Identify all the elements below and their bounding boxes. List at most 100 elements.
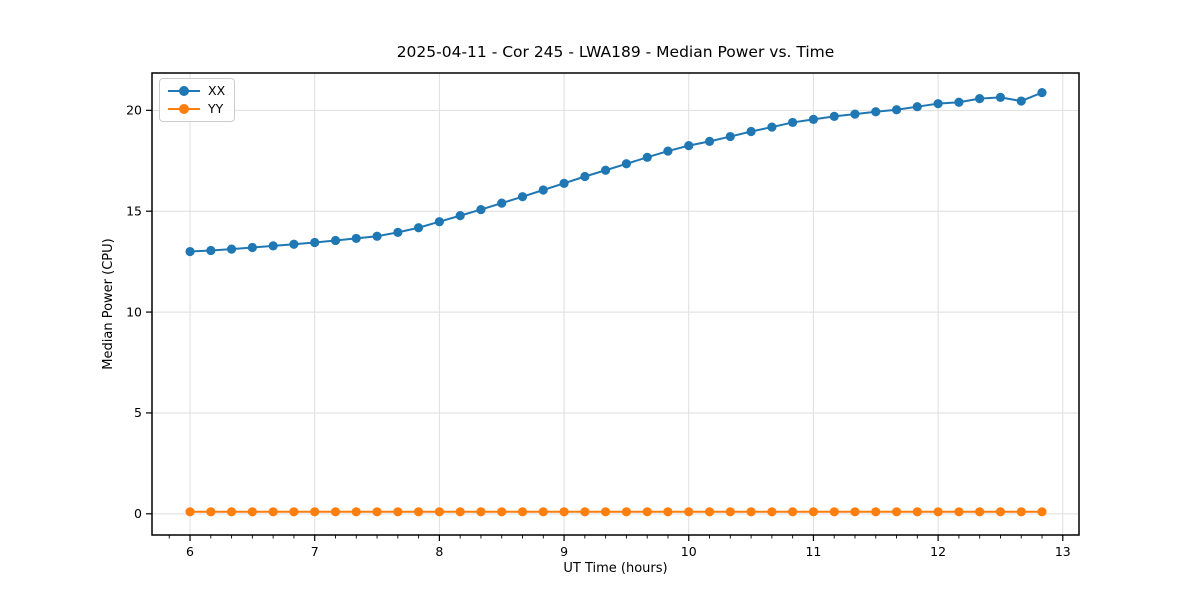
x-tick-label: 10 bbox=[681, 544, 697, 559]
legend-line-marker-icon bbox=[168, 86, 200, 96]
data-point-marker bbox=[975, 94, 985, 104]
data-point-marker bbox=[954, 507, 964, 517]
data-point-marker bbox=[559, 178, 569, 188]
data-point-marker bbox=[206, 245, 216, 256]
series-line bbox=[189, 91, 1043, 253]
data-point-marker bbox=[933, 99, 943, 109]
data-point-marker bbox=[330, 235, 341, 246]
data-point-marker bbox=[434, 507, 444, 517]
legend-item-yy: YY bbox=[167, 102, 225, 116]
x-tick-label: 7 bbox=[311, 544, 319, 559]
legend-item-xx: XX bbox=[167, 84, 225, 98]
data-point-marker bbox=[1037, 87, 1047, 98]
data-point-marker bbox=[580, 171, 590, 182]
data-point-marker bbox=[538, 507, 548, 517]
data-point-marker bbox=[891, 105, 902, 115]
data-point-marker bbox=[621, 507, 632, 517]
data-point-marker bbox=[850, 109, 860, 119]
data-point-marker bbox=[455, 211, 465, 221]
data-point-marker bbox=[206, 507, 216, 517]
data-point-marker bbox=[434, 217, 444, 227]
data-point-marker bbox=[476, 507, 486, 517]
data-point-marker bbox=[788, 507, 798, 517]
legend: XX YY bbox=[159, 78, 236, 122]
data-point-marker bbox=[767, 122, 777, 132]
data-point-marker bbox=[850, 507, 860, 517]
data-point-marker bbox=[746, 507, 756, 517]
x-axis-label: UT Time (hours) bbox=[563, 561, 668, 576]
data-point-marker bbox=[829, 111, 839, 121]
data-point-marker bbox=[704, 136, 715, 146]
y-tick-label: 10 bbox=[126, 304, 142, 319]
chart-title: 2025-04-11 - Cor 245 - LWA189 - Median P… bbox=[396, 43, 835, 61]
data-point-marker bbox=[891, 507, 902, 517]
data-point-marker bbox=[497, 198, 507, 208]
data-point-marker bbox=[788, 117, 798, 128]
data-point-marker bbox=[372, 231, 382, 241]
data-point-marker bbox=[621, 159, 632, 169]
data-point-marker bbox=[413, 223, 424, 233]
data-point-marker bbox=[559, 507, 569, 517]
data-point-marker bbox=[310, 237, 320, 248]
axes-spines bbox=[151, 72, 1080, 536]
data-point-marker bbox=[767, 507, 777, 517]
data-point-marker bbox=[600, 507, 611, 517]
legend-line-marker-icon bbox=[168, 104, 200, 114]
data-point-marker bbox=[226, 244, 237, 254]
data-point-marker bbox=[1016, 507, 1026, 517]
data-point-marker bbox=[393, 227, 403, 237]
data-point-marker bbox=[746, 126, 756, 137]
data-point-marker bbox=[351, 233, 361, 244]
data-point-marker bbox=[517, 507, 528, 517]
data-point-marker bbox=[600, 165, 611, 175]
data-point-marker bbox=[663, 507, 673, 517]
data-point-marker bbox=[497, 507, 507, 517]
series-yy bbox=[185, 507, 1047, 517]
data-point-marker bbox=[808, 507, 819, 517]
data-point-marker bbox=[912, 102, 922, 112]
data-point-marker bbox=[310, 507, 320, 517]
data-point-marker bbox=[808, 114, 819, 125]
data-point-marker bbox=[289, 239, 299, 249]
data-point-marker bbox=[185, 507, 195, 517]
data-point-marker bbox=[247, 507, 257, 517]
data-point-marker bbox=[1037, 507, 1047, 517]
ticks: 6 7 8 9 10 11 12 13 0 5 10 15 20 bbox=[126, 103, 1071, 559]
data-point-marker bbox=[247, 242, 257, 253]
data-point-marker bbox=[954, 97, 964, 107]
data-point-marker bbox=[393, 507, 403, 517]
data-point-marker bbox=[268, 507, 278, 517]
data-point-marker bbox=[663, 146, 673, 156]
data-point-marker bbox=[538, 185, 548, 195]
data-point-marker bbox=[642, 152, 652, 162]
data-point-marker bbox=[725, 507, 735, 517]
data-point-marker bbox=[912, 507, 922, 517]
data-point-marker bbox=[684, 507, 694, 517]
grid bbox=[152, 73, 1079, 535]
data-point-marker bbox=[351, 507, 361, 517]
data-point-marker bbox=[1016, 96, 1026, 106]
data-point-marker bbox=[871, 507, 881, 517]
data-point-marker bbox=[413, 507, 424, 517]
data-point-marker bbox=[226, 507, 237, 517]
data-point-marker bbox=[684, 141, 694, 151]
y-tick-label: 0 bbox=[134, 506, 142, 521]
data-point-marker bbox=[725, 131, 735, 142]
data-point-marker bbox=[704, 507, 715, 517]
data-point-marker bbox=[185, 246, 195, 257]
data-point-marker bbox=[829, 507, 839, 517]
data-point-marker bbox=[289, 507, 299, 517]
data-point-marker bbox=[476, 204, 486, 215]
data-point-marker bbox=[642, 507, 652, 517]
y-tick-label: 5 bbox=[134, 405, 142, 420]
x-tick-label: 6 bbox=[186, 544, 194, 559]
data-point-marker bbox=[995, 92, 1006, 103]
data-point-marker bbox=[268, 241, 278, 251]
data-point-marker bbox=[975, 507, 985, 517]
data-point-marker bbox=[933, 507, 943, 517]
x-tick-label: 9 bbox=[560, 544, 568, 559]
x-tick-label: 13 bbox=[1055, 544, 1071, 559]
legend-label-xx: XX bbox=[208, 83, 226, 98]
